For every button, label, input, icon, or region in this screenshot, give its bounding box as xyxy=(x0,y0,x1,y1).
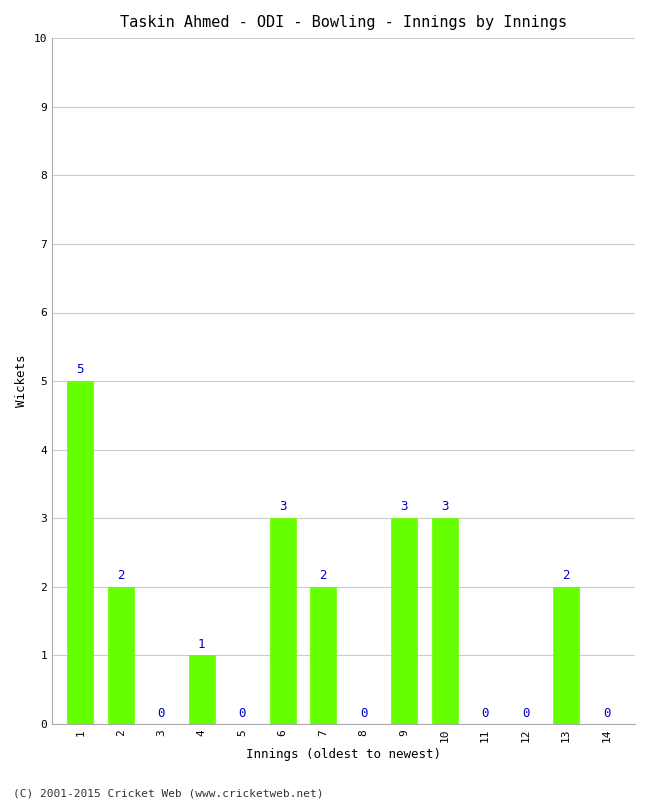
Text: 5: 5 xyxy=(77,363,84,376)
Text: 2: 2 xyxy=(117,569,125,582)
Text: 2: 2 xyxy=(562,569,570,582)
Text: 0: 0 xyxy=(360,707,367,720)
Text: 0: 0 xyxy=(157,707,165,720)
Text: 0: 0 xyxy=(239,707,246,720)
Text: 2: 2 xyxy=(319,569,327,582)
Bar xyxy=(432,518,458,724)
Bar xyxy=(188,655,215,724)
Bar xyxy=(270,518,296,724)
X-axis label: Innings (oldest to newest): Innings (oldest to newest) xyxy=(246,748,441,761)
Text: (C) 2001-2015 Cricket Web (www.cricketweb.net): (C) 2001-2015 Cricket Web (www.cricketwe… xyxy=(13,788,324,798)
Y-axis label: Wickets: Wickets xyxy=(15,355,28,407)
Text: 0: 0 xyxy=(482,707,489,720)
Bar xyxy=(67,381,94,724)
Text: 0: 0 xyxy=(603,707,610,720)
Bar xyxy=(108,587,134,724)
Text: 3: 3 xyxy=(400,501,408,514)
Bar xyxy=(310,587,336,724)
Text: 3: 3 xyxy=(279,501,287,514)
Bar xyxy=(391,518,417,724)
Bar xyxy=(553,587,579,724)
Text: 1: 1 xyxy=(198,638,205,650)
Title: Taskin Ahmed - ODI - Bowling - Innings by Innings: Taskin Ahmed - ODI - Bowling - Innings b… xyxy=(120,15,567,30)
Text: 0: 0 xyxy=(522,707,529,720)
Text: 3: 3 xyxy=(441,501,448,514)
